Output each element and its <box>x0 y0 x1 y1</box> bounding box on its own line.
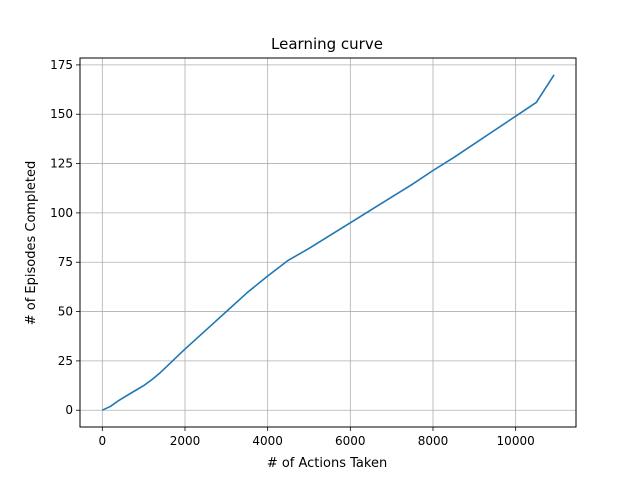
grid-lines <box>80 58 576 427</box>
x-tick-label: 6000 <box>335 434 366 448</box>
y-tick-label: 150 <box>50 107 73 121</box>
x-tick-label: 4000 <box>252 434 283 448</box>
y-axis-label: # of Episodes Completed <box>24 161 39 326</box>
x-axis-ticks: 0 2000 4000 6000 8000 10000 <box>98 427 535 448</box>
y-tick-label: 100 <box>50 206 73 220</box>
x-tick-label: 2000 <box>170 434 201 448</box>
y-axis-ticks: 0 25 50 75 100 125 150 175 <box>50 58 80 417</box>
y-tick-label: 25 <box>58 354 73 368</box>
x-tick-label: 10000 <box>497 434 535 448</box>
x-tick-label: 0 <box>98 434 106 448</box>
plot-area-frame <box>79 57 577 428</box>
y-tick-label: 75 <box>58 255 73 269</box>
y-tick-label: 50 <box>58 305 73 319</box>
chart-title: Learning curve <box>271 35 383 53</box>
y-tick-label: 175 <box>50 58 73 72</box>
plot-series <box>101 74 555 411</box>
x-axis-label: # of Actions Taken <box>267 456 387 471</box>
x-tick-label: 8000 <box>418 434 449 448</box>
series-line <box>101 74 555 411</box>
y-tick-label: 0 <box>65 403 73 417</box>
y-tick-label: 125 <box>50 157 73 171</box>
